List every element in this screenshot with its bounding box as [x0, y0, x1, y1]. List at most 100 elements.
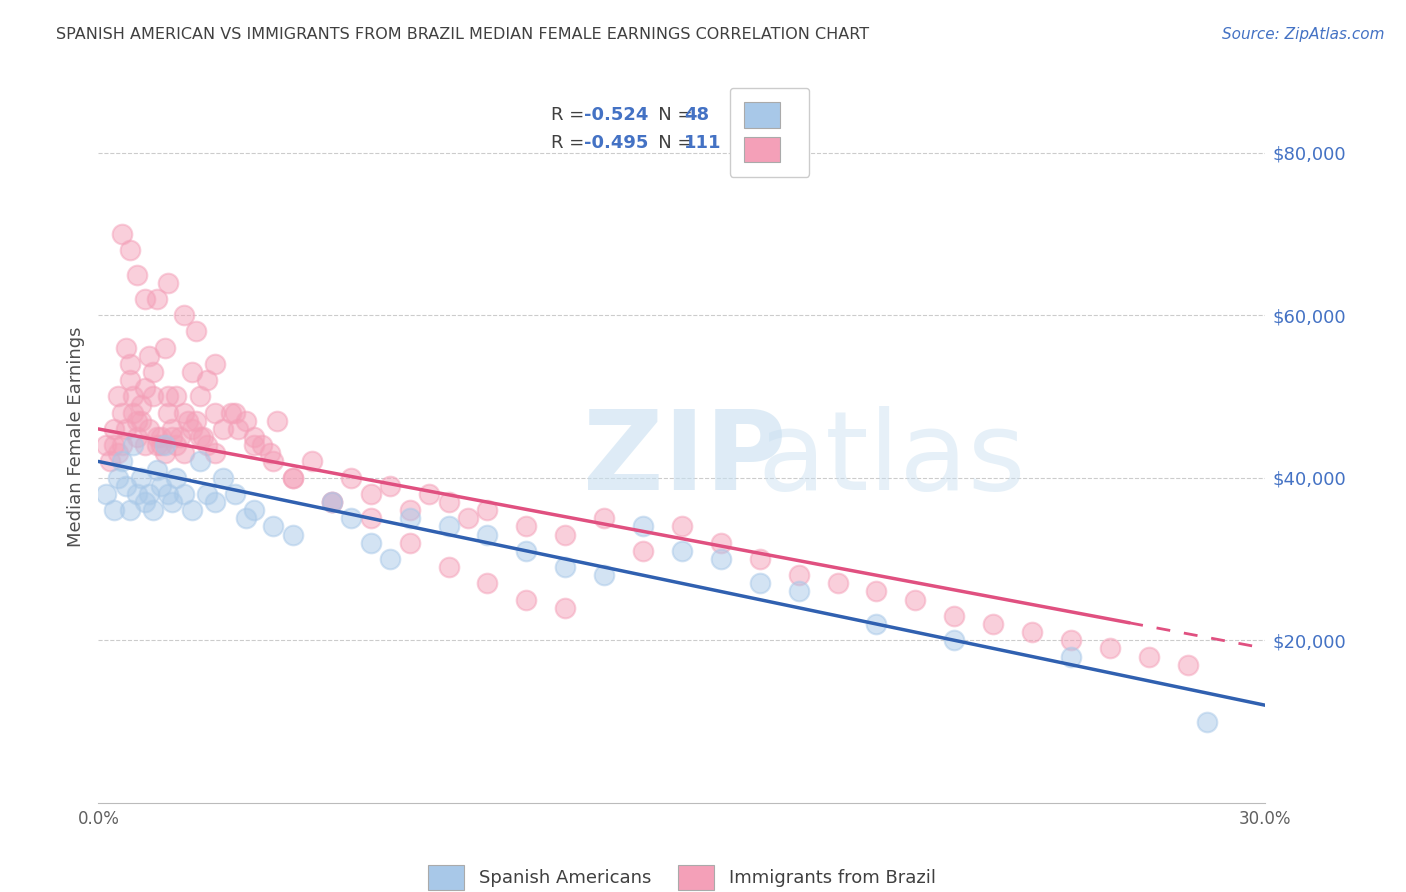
- Point: [114, 341, 136, 355]
- Point: [360, 535, 382, 549]
- Point: [787, 584, 810, 599]
- Point: [865, 617, 887, 632]
- Point: [173, 308, 195, 322]
- Point: [224, 487, 246, 501]
- Point: [259, 446, 281, 460]
- Point: [380, 479, 402, 493]
- Point: [193, 430, 215, 444]
- Point: [107, 446, 129, 460]
- Point: [153, 446, 176, 460]
- Point: [228, 422, 250, 436]
- Text: 111: 111: [685, 134, 721, 153]
- Point: [127, 414, 149, 428]
- Point: [360, 487, 382, 501]
- Point: [224, 406, 246, 420]
- Point: [554, 527, 576, 541]
- Point: [281, 471, 304, 485]
- Point: [114, 479, 136, 493]
- Point: [1060, 649, 1083, 664]
- Point: [204, 357, 226, 371]
- Point: [204, 406, 226, 420]
- Text: N =: N =: [641, 106, 699, 124]
- Point: [515, 544, 537, 558]
- Point: [321, 495, 343, 509]
- Point: [103, 438, 125, 452]
- Point: [162, 430, 184, 444]
- Point: [173, 487, 195, 501]
- Point: [173, 446, 195, 460]
- Point: [281, 527, 304, 541]
- Point: [321, 495, 343, 509]
- Point: [127, 268, 149, 282]
- Point: [103, 503, 125, 517]
- Point: [593, 568, 616, 582]
- Point: [142, 365, 165, 379]
- Point: [943, 633, 966, 648]
- Point: [157, 389, 180, 403]
- Point: [134, 495, 156, 509]
- Point: [111, 438, 134, 452]
- Point: [243, 430, 266, 444]
- Point: [195, 373, 218, 387]
- Point: [1021, 625, 1043, 640]
- Point: [134, 381, 156, 395]
- Point: [188, 430, 211, 444]
- Point: [118, 373, 141, 387]
- Point: [157, 406, 180, 420]
- Point: [111, 406, 134, 420]
- Point: [943, 608, 966, 623]
- Point: [787, 568, 810, 582]
- Point: [157, 276, 180, 290]
- Text: SPANISH AMERICAN VS IMMIGRANTS FROM BRAZIL MEDIAN FEMALE EARNINGS CORRELATION CH: SPANISH AMERICAN VS IMMIGRANTS FROM BRAZ…: [56, 27, 869, 42]
- Point: [477, 503, 499, 517]
- Point: [398, 511, 420, 525]
- Point: [146, 462, 169, 476]
- Point: [165, 438, 187, 452]
- Point: [243, 438, 266, 452]
- Point: [748, 552, 770, 566]
- Point: [1177, 657, 1199, 672]
- Point: [180, 365, 202, 379]
- Point: [235, 511, 257, 525]
- Point: [204, 495, 226, 509]
- Point: [195, 487, 218, 501]
- Point: [710, 535, 733, 549]
- Point: [114, 422, 136, 436]
- Text: Source: ZipAtlas.com: Source: ZipAtlas.com: [1222, 27, 1385, 42]
- Point: [165, 471, 187, 485]
- Point: [142, 389, 165, 403]
- Point: [98, 454, 121, 468]
- Point: [127, 430, 149, 444]
- Point: [981, 617, 1004, 632]
- Text: N =: N =: [641, 134, 699, 153]
- Point: [1195, 714, 1218, 729]
- Point: [111, 227, 134, 241]
- Point: [162, 495, 184, 509]
- Point: [146, 430, 169, 444]
- Point: [219, 406, 242, 420]
- Point: [631, 519, 654, 533]
- Point: [96, 487, 118, 501]
- Point: [149, 479, 172, 493]
- Point: [266, 414, 288, 428]
- Point: [380, 552, 402, 566]
- Point: [437, 495, 460, 509]
- Point: [184, 414, 207, 428]
- Point: [149, 430, 172, 444]
- Point: [118, 243, 141, 257]
- Point: [212, 471, 235, 485]
- Point: [212, 422, 235, 436]
- Point: [169, 430, 191, 444]
- Point: [321, 495, 343, 509]
- Point: [671, 544, 693, 558]
- Point: [340, 471, 363, 485]
- Point: [107, 389, 129, 403]
- Point: [142, 503, 165, 517]
- Point: [195, 438, 218, 452]
- Point: [134, 438, 156, 452]
- Point: [631, 544, 654, 558]
- Point: [122, 438, 145, 452]
- Point: [107, 471, 129, 485]
- Y-axis label: Median Female Earnings: Median Female Earnings: [66, 326, 84, 548]
- Point: [188, 454, 211, 468]
